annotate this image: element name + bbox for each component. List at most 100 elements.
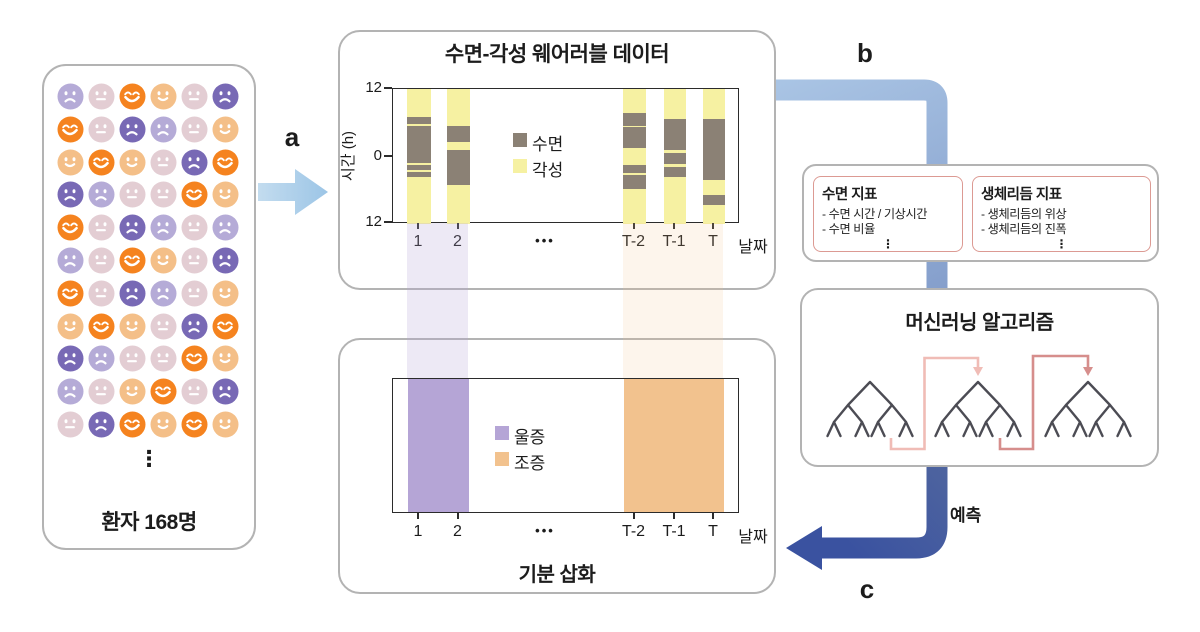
day-label: 1 bbox=[413, 233, 423, 250]
arrow-b-icon bbox=[776, 79, 948, 289]
circadian-indicators-title: 생체리듬 지표 bbox=[981, 187, 1062, 203]
sleep-segment bbox=[623, 127, 646, 149]
patient-face-sad bbox=[57, 247, 84, 274]
x-tick-mark bbox=[417, 513, 419, 519]
x-tick-mark bbox=[456, 513, 459, 519]
x-tick-mark bbox=[456, 223, 459, 229]
day-label: T bbox=[708, 523, 718, 540]
day-label: T bbox=[708, 233, 718, 250]
sleep-segment bbox=[623, 165, 646, 174]
mood-chart-plot bbox=[392, 378, 739, 513]
patient-face-smile bbox=[57, 149, 84, 176]
patient-face-neutral bbox=[57, 411, 84, 438]
circadian-indicators-box: 생체리듬 지표 - 생체리듬의 위상 - 생체리듬의 진폭 ⋮ bbox=[972, 176, 1151, 252]
legend-swatch bbox=[495, 452, 509, 466]
legend-swatch bbox=[513, 133, 527, 147]
patients-panel bbox=[42, 64, 256, 550]
patient-face-big-smile bbox=[181, 181, 208, 208]
patient-face-sad bbox=[150, 214, 177, 241]
day-label: T-2 bbox=[621, 523, 646, 540]
circadian-indicators-ellipsis: ⋮ bbox=[1055, 236, 1068, 251]
x-tick-mark bbox=[632, 223, 635, 229]
sleep-segment bbox=[664, 167, 686, 178]
sleep-indicator-item: - 수면 비율 bbox=[822, 222, 875, 237]
day-label: ••• bbox=[535, 523, 555, 538]
patient-face-big-smile bbox=[150, 378, 177, 405]
legend-label: 울증 bbox=[514, 428, 546, 447]
wake-bar-day-T-1 bbox=[664, 89, 686, 224]
y-tick-0: 0 bbox=[373, 147, 382, 164]
decision-tree-icon bbox=[1044, 380, 1132, 438]
ml-panel-title: 머신러닝 알고리즘 bbox=[905, 312, 1054, 334]
circadian-indicator-item: - 생체리듬의 진폭 bbox=[981, 222, 1067, 237]
sleep-segment bbox=[664, 153, 686, 164]
patient-face-neutral bbox=[88, 247, 115, 274]
patient-face-neutral bbox=[181, 280, 208, 307]
sleep-segment bbox=[407, 165, 431, 170]
patient-face-sad bbox=[212, 214, 239, 241]
patient-face-neutral bbox=[181, 116, 208, 143]
patient-face-big-smile bbox=[181, 411, 208, 438]
patient-face-smile bbox=[150, 247, 177, 274]
x-tick-mark bbox=[673, 223, 675, 229]
arrow-a-icon bbox=[258, 169, 328, 215]
day-label: 2 bbox=[453, 523, 462, 540]
patient-face-neutral bbox=[88, 280, 115, 307]
day-label: T-1 bbox=[662, 523, 686, 540]
boosting-arrow-icon bbox=[998, 354, 1090, 451]
arrow-c-head-icon bbox=[786, 526, 822, 570]
patient-faces-grid bbox=[57, 83, 243, 439]
wake-bar-day-T-2 bbox=[623, 89, 646, 224]
legend-swatch bbox=[495, 426, 509, 440]
wake-bar-day-2 bbox=[447, 89, 470, 224]
wake-bar-day-1 bbox=[407, 89, 431, 224]
patients-count-label: 환자 168명 bbox=[101, 511, 197, 534]
patient-face-big-smile bbox=[88, 313, 115, 340]
patient-face-neutral bbox=[150, 181, 177, 208]
arrow-c-icon bbox=[821, 466, 948, 559]
sleep-wake-chart-plot bbox=[392, 88, 739, 224]
sleep-segment bbox=[407, 126, 431, 164]
x-tick-mark bbox=[673, 513, 675, 519]
sleep-segment bbox=[703, 119, 725, 181]
sleep-segment bbox=[407, 172, 431, 178]
day-label: T-1 bbox=[662, 233, 686, 250]
patient-face-sad bbox=[57, 378, 84, 405]
sleep-segment bbox=[623, 175, 646, 189]
sleep-segment bbox=[447, 126, 470, 142]
patient-face-smile bbox=[212, 181, 239, 208]
patient-face-sad bbox=[181, 149, 208, 176]
patient-face-neutral bbox=[119, 181, 146, 208]
patient-face-neutral bbox=[88, 214, 115, 241]
y-axis-label: 시간 (h) bbox=[340, 130, 357, 182]
legend-label: 수면 bbox=[532, 135, 564, 154]
patient-face-big-smile bbox=[88, 149, 115, 176]
patient-face-sad bbox=[88, 411, 115, 438]
patient-face-sad bbox=[119, 214, 146, 241]
step-a-label: a bbox=[284, 122, 300, 152]
patient-face-smile bbox=[57, 313, 84, 340]
patient-face-sad bbox=[150, 116, 177, 143]
x-tick-mark bbox=[712, 223, 714, 229]
boosting-arrowhead-icon bbox=[1083, 367, 1093, 376]
mood-panel-title: 기분 삽화 bbox=[518, 564, 596, 586]
sleep-indicators-ellipsis: ⋮ bbox=[882, 236, 894, 251]
patient-face-sad bbox=[57, 345, 84, 372]
day-label: 1 bbox=[413, 523, 423, 540]
legend-swatch bbox=[513, 159, 527, 173]
episode-band-조증 bbox=[624, 379, 724, 512]
day-label: 2 bbox=[453, 233, 462, 250]
patient-face-sad bbox=[181, 313, 208, 340]
boosting-arrow-icon bbox=[889, 356, 980, 451]
sleep-segment bbox=[407, 117, 431, 125]
patient-face-sad bbox=[88, 181, 115, 208]
patient-face-smile bbox=[212, 411, 239, 438]
patient-face-big-smile bbox=[181, 345, 208, 372]
patient-face-neutral bbox=[150, 149, 177, 176]
legend-label: 조증 bbox=[514, 454, 546, 473]
patient-face-big-smile bbox=[119, 411, 146, 438]
circadian-indicator-item: - 생체리듬의 위상 bbox=[981, 207, 1067, 221]
patient-face-smile bbox=[150, 83, 177, 110]
